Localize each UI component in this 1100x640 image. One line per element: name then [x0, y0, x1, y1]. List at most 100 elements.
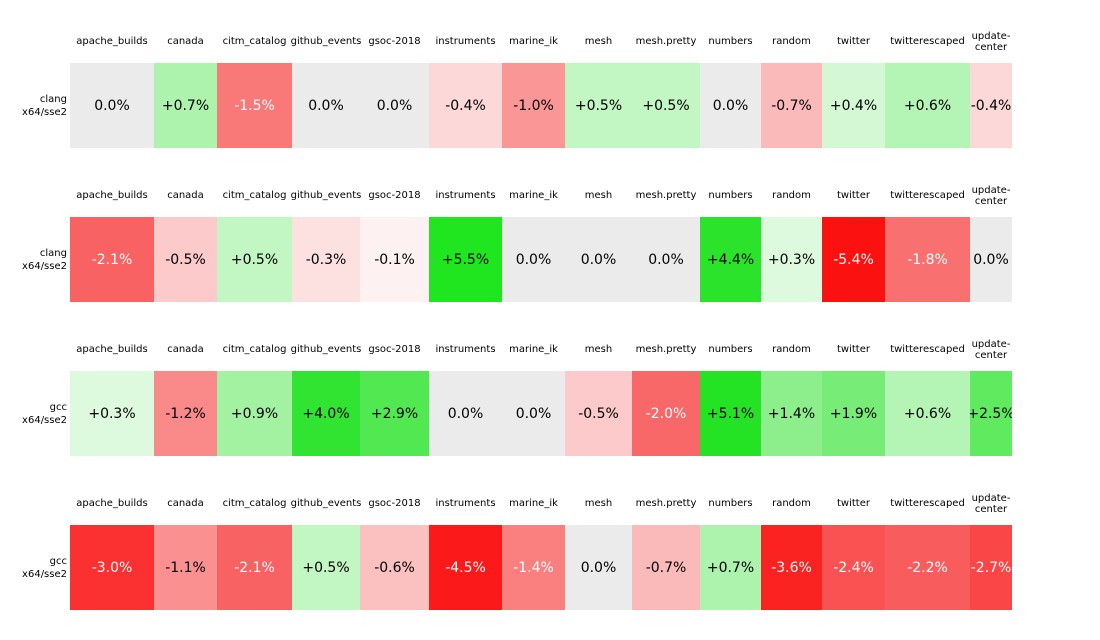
heatmap-cell-mesh: -0.5% — [565, 371, 632, 456]
column-header: github_events — [290, 190, 362, 201]
column-header: twitterescaped — [890, 190, 965, 201]
heatmap-cell-github_events: 0.0% — [292, 63, 360, 148]
column-header: canada — [167, 36, 204, 47]
heatmap-cell-instruments: +5.5% — [429, 217, 502, 302]
heatmap-cell-numbers: 0.0% — [700, 63, 761, 148]
column-header: random — [772, 36, 811, 47]
heatmap-cell-marine_ik: 0.0% — [502, 371, 565, 456]
row-label: clang x64/sse2 — [0, 63, 70, 148]
column-header: marine_ik — [509, 344, 558, 355]
heatmap-cell-random: -0.7% — [761, 63, 822, 148]
column-header: marine_ik — [509, 190, 558, 201]
column-header: mesh — [584, 36, 613, 47]
heatmap-cell-apache_builds: +0.3% — [70, 371, 154, 456]
column-header: mesh.pretty — [635, 498, 697, 509]
row-label: gcc x64/sse2 — [0, 371, 70, 456]
row-label-compiler: gcc — [49, 555, 67, 567]
heatmap-block: apache_builds canada citm_catalog github_ev… — [0, 482, 1012, 610]
heatmap-cell-twitterescaped: -2.2% — [885, 525, 970, 610]
row-label: gcc x64/sse2 — [0, 525, 70, 610]
column-header: numbers — [708, 344, 753, 355]
column-header: update-center — [971, 30, 1011, 53]
column-header: gsoc-2018 — [368, 36, 421, 47]
heatmap-cell-gsoc-2018: -0.6% — [360, 525, 429, 610]
column-header: update-center — [971, 338, 1011, 361]
heatmap-row: gcc x64/sse2 +0.3% -1.2% +0.9% +4.0% +2.9% 0.0%… — [0, 371, 1012, 456]
column-header: citm_catalog — [222, 344, 287, 355]
column-header: gsoc-2018 — [368, 190, 421, 201]
heatmap-cell-update-center: 0.0% — [970, 217, 1012, 302]
heatmap-cell-update-center: -0.4% — [970, 63, 1012, 148]
column-header: instruments — [435, 344, 496, 355]
heatmap-cell-gsoc-2018: +2.9% — [360, 371, 429, 456]
row-label: clang x64/sse2 — [0, 217, 70, 302]
heatmap-cell-marine_ik: -1.4% — [502, 525, 565, 610]
heatmap-cell-instruments: 0.0% — [429, 371, 502, 456]
row-label-arch: x64/sse2 — [22, 260, 67, 272]
header-spacer — [0, 174, 70, 217]
heatmap-cell-github_events: +0.5% — [292, 525, 360, 610]
heatmap-cell-github_events: +4.0% — [292, 371, 360, 456]
column-header: numbers — [708, 36, 753, 47]
heatmap-cell-mesh.pretty: +0.5% — [632, 63, 700, 148]
column-header: github_events — [290, 36, 362, 47]
heatmap-cell-mesh.pretty: -0.7% — [632, 525, 700, 610]
heatmap-cell-numbers: +5.1% — [700, 371, 761, 456]
column-header: numbers — [708, 190, 753, 201]
heatmap-cell-canada: +0.7% — [154, 63, 217, 148]
column-header: twitter — [837, 36, 870, 47]
heatmap-cell-mesh.pretty: 0.0% — [632, 217, 700, 302]
heatmap-row: gcc x64/sse2 -3.0% -1.1% -2.1% +0.5% -0.6% -4.5… — [0, 525, 1012, 610]
heatmap-block: apache_builds canada citm_catalog github_ev… — [0, 20, 1012, 148]
heatmap-cell-instruments: -4.5% — [429, 525, 502, 610]
column-header: canada — [167, 498, 204, 509]
heatmap-cell-marine_ik: -1.0% — [502, 63, 565, 148]
heatmap-cell-twitterescaped: +0.6% — [885, 63, 970, 148]
heatmap-cell-github_events: -0.3% — [292, 217, 360, 302]
heatmap-row: clang x64/sse2 -2.1% -0.5% +0.5% -0.3% -0.1% +5… — [0, 217, 1012, 302]
column-header: mesh.pretty — [635, 36, 697, 47]
column-header: citm_catalog — [222, 498, 287, 509]
heatmap-cell-gsoc-2018: 0.0% — [360, 63, 429, 148]
column-header: update-center — [971, 492, 1011, 515]
column-header: citm_catalog — [222, 36, 287, 47]
column-header: twitter — [837, 498, 870, 509]
row-label-arch: x64/sse2 — [22, 414, 67, 426]
heatmap-cell-random: +0.3% — [761, 217, 822, 302]
column-header: mesh — [584, 344, 613, 355]
heatmap-cell-mesh: 0.0% — [565, 217, 632, 302]
heatmap-cell-twitterescaped: -1.8% — [885, 217, 970, 302]
row-label-compiler: gcc — [49, 401, 67, 413]
heatmap-cell-gsoc-2018: -0.1% — [360, 217, 429, 302]
heatmap-cell-twitter: -2.4% — [822, 525, 885, 610]
column-header: twitter — [837, 190, 870, 201]
header-spacer — [0, 482, 70, 525]
column-header: numbers — [708, 498, 753, 509]
heatmap-cell-twitter: +0.4% — [822, 63, 885, 148]
column-header: canada — [167, 190, 204, 201]
row-label-arch: x64/sse2 — [22, 106, 67, 118]
heatmap-cell-canada: -0.5% — [154, 217, 217, 302]
column-header: apache_builds — [76, 36, 148, 47]
column-header: instruments — [435, 498, 496, 509]
column-header-row: apache_builds canada citm_catalog github_ev… — [0, 174, 1012, 217]
column-header: marine_ik — [509, 36, 558, 47]
heatmap-cell-apache_builds: -3.0% — [70, 525, 154, 610]
column-header: mesh.pretty — [635, 344, 697, 355]
heatmap-cell-twitterescaped: +0.6% — [885, 371, 970, 456]
column-header-row: apache_builds canada citm_catalog github_ev… — [0, 482, 1012, 525]
header-spacer — [0, 20, 70, 63]
column-header: twitterescaped — [890, 498, 965, 509]
column-header: github_events — [290, 344, 362, 355]
heatmap-cell-twitter: +1.9% — [822, 371, 885, 456]
heatmap-cell-apache_builds: 0.0% — [70, 63, 154, 148]
heatmap-cell-canada: -1.1% — [154, 525, 217, 610]
column-header: twitter — [837, 344, 870, 355]
column-header: twitterescaped — [890, 344, 965, 355]
column-header-row: apache_builds canada citm_catalog github_ev… — [0, 20, 1012, 63]
heatmap-cell-citm_catalog: +0.5% — [217, 217, 292, 302]
row-label-compiler: clang — [39, 247, 67, 259]
column-header: instruments — [435, 190, 496, 201]
heatmap-cell-update-center: +2.5% — [970, 371, 1012, 456]
